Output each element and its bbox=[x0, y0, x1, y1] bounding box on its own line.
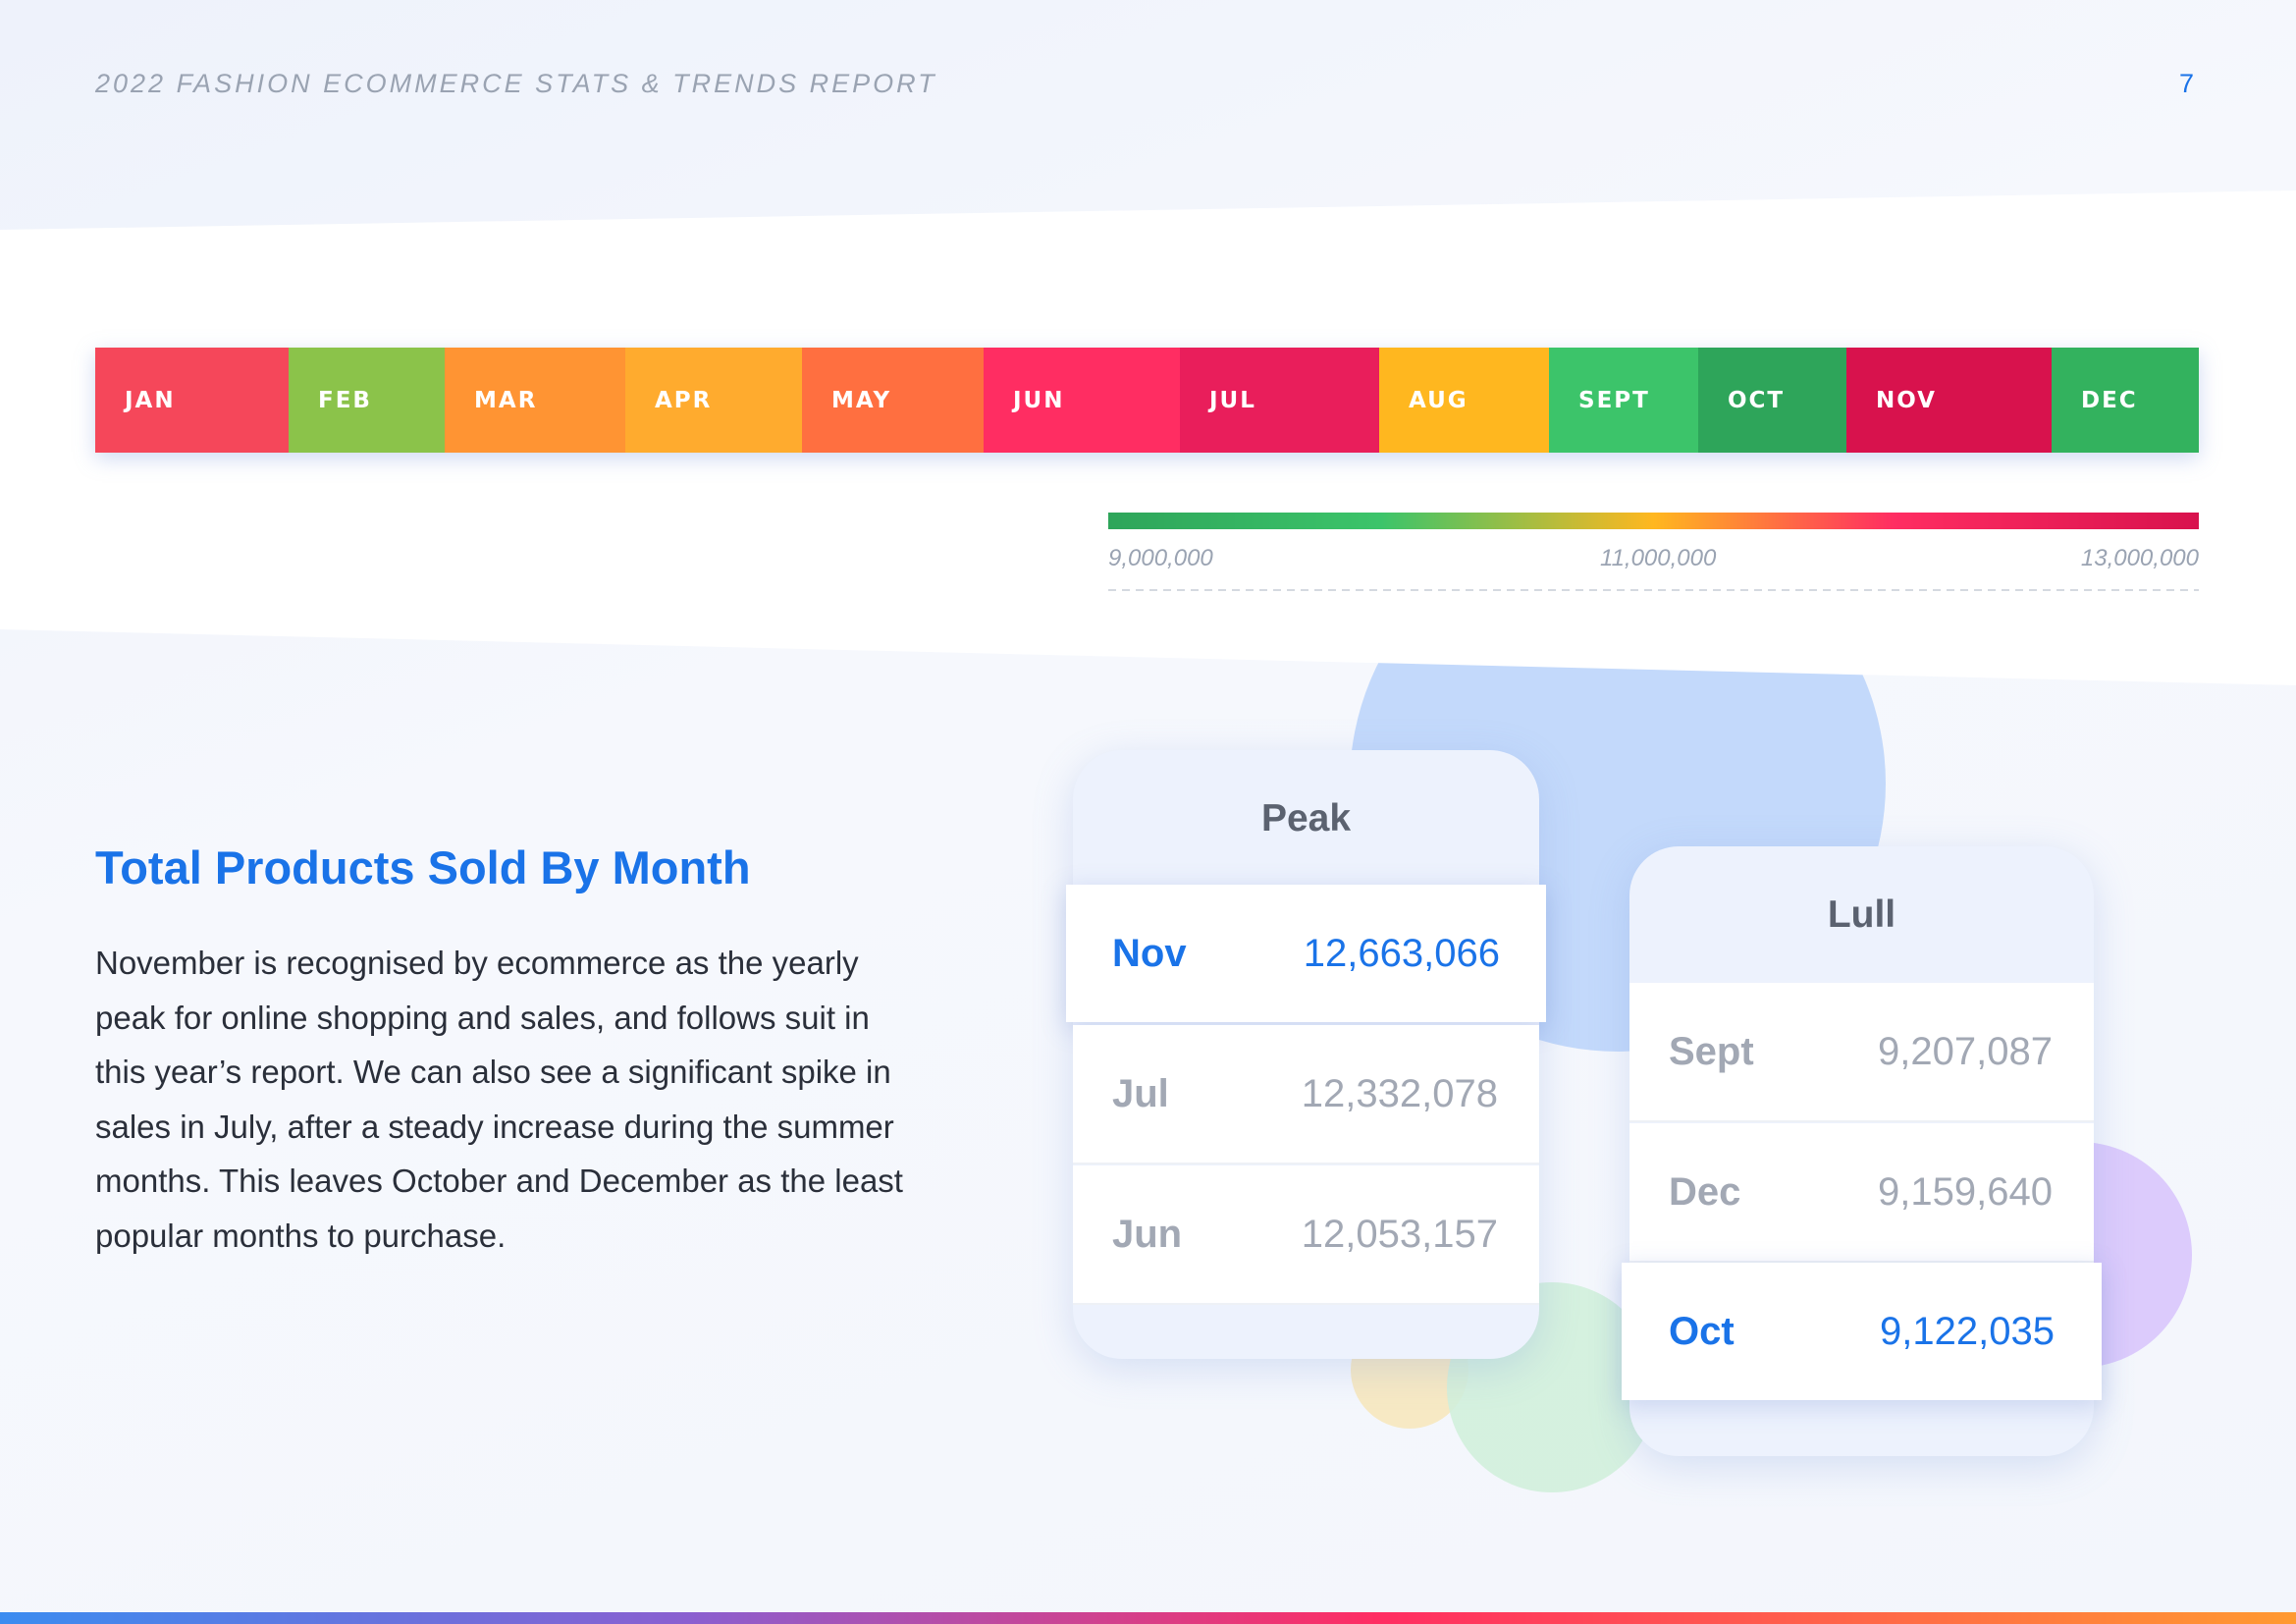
card-title: Lull bbox=[1827, 893, 1896, 936]
row-month: Nov bbox=[1112, 931, 1187, 975]
month-cell: JAN bbox=[95, 348, 289, 453]
month-strip: JAN FEB MAR APR MAY JUN JUL AUG SEPT OCT NOV DEC bbox=[95, 348, 2199, 453]
month-cell: JUN bbox=[984, 348, 1180, 453]
row-value: 12,663,066 bbox=[1303, 931, 1500, 975]
row-value: 9,159,640 bbox=[1878, 1169, 2053, 1214]
month-cell: FEB bbox=[289, 348, 445, 453]
body-line: sales in July, after a steady increase d… bbox=[95, 1108, 894, 1145]
month-cell: NOV bbox=[1846, 348, 2052, 453]
row-value: 9,122,035 bbox=[1880, 1309, 2055, 1353]
month-cell: MAR bbox=[445, 348, 625, 453]
month-cell: MAY bbox=[802, 348, 984, 453]
scale-label: 11,000,000 bbox=[1600, 545, 1717, 571]
row-value: 12,332,078 bbox=[1301, 1071, 1498, 1115]
peak-card: Peak Nov 12,663,066 Jul 12,332,078 Jun 12,053,… bbox=[1066, 750, 1546, 1359]
month-cell: SEPT bbox=[1549, 348, 1698, 453]
body-line: months. This leaves October and December… bbox=[95, 1163, 903, 1199]
card-row: Oct 9,122,035 bbox=[1622, 1263, 2102, 1400]
scale-label: 13,000,000 bbox=[2080, 545, 2199, 571]
month-cell: APR bbox=[625, 348, 802, 453]
bottom-bar bbox=[0, 1612, 2296, 1624]
row-value: 9,207,087 bbox=[1878, 1029, 2053, 1073]
card-row: Dec 9,159,640 bbox=[1629, 1123, 2094, 1263]
card-row: Nov 12,663,066 bbox=[1066, 885, 1546, 1022]
row-month: Sept bbox=[1669, 1029, 1754, 1073]
body-line: popular months to purchase. bbox=[95, 1217, 507, 1254]
color-scale bbox=[1108, 513, 2199, 529]
card-title: Peak bbox=[1260, 797, 1352, 839]
body-line: November is recognised by ecommerce as t… bbox=[95, 945, 859, 981]
month-cell: JUL bbox=[1180, 348, 1379, 453]
row-month: Jul bbox=[1112, 1071, 1169, 1115]
body-line: peak for online shopping and sales, and … bbox=[95, 999, 870, 1036]
month-cell: AUG bbox=[1379, 348, 1549, 453]
row-value: 12,053,157 bbox=[1301, 1212, 1498, 1256]
section-title: Total Products Sold By Month bbox=[95, 841, 751, 893]
page-number: 7 bbox=[2179, 69, 2195, 98]
header-title: 2022 FASHION ECOMMERCE STATS & TRENDS RE… bbox=[95, 69, 937, 98]
row-month: Jun bbox=[1112, 1212, 1183, 1256]
lull-card: Lull Sept 9,207,087 Dec 9,159,640 Oct 9,122,03… bbox=[1622, 846, 2102, 1456]
month-cell: OCT bbox=[1698, 348, 1846, 453]
row-month: Dec bbox=[1669, 1169, 1741, 1214]
card-row: Jun 12,053,157 bbox=[1073, 1165, 1539, 1305]
card-row: Jul 12,332,078 bbox=[1073, 1025, 1539, 1164]
row-month: Oct bbox=[1669, 1309, 1735, 1353]
card-row: Sept 9,207,087 bbox=[1629, 983, 2094, 1122]
scale-label: 9,000,000 bbox=[1108, 545, 1213, 571]
body-line: this year’s report. We can also see a si… bbox=[95, 1054, 891, 1090]
month-cell: DEC bbox=[2052, 348, 2199, 453]
